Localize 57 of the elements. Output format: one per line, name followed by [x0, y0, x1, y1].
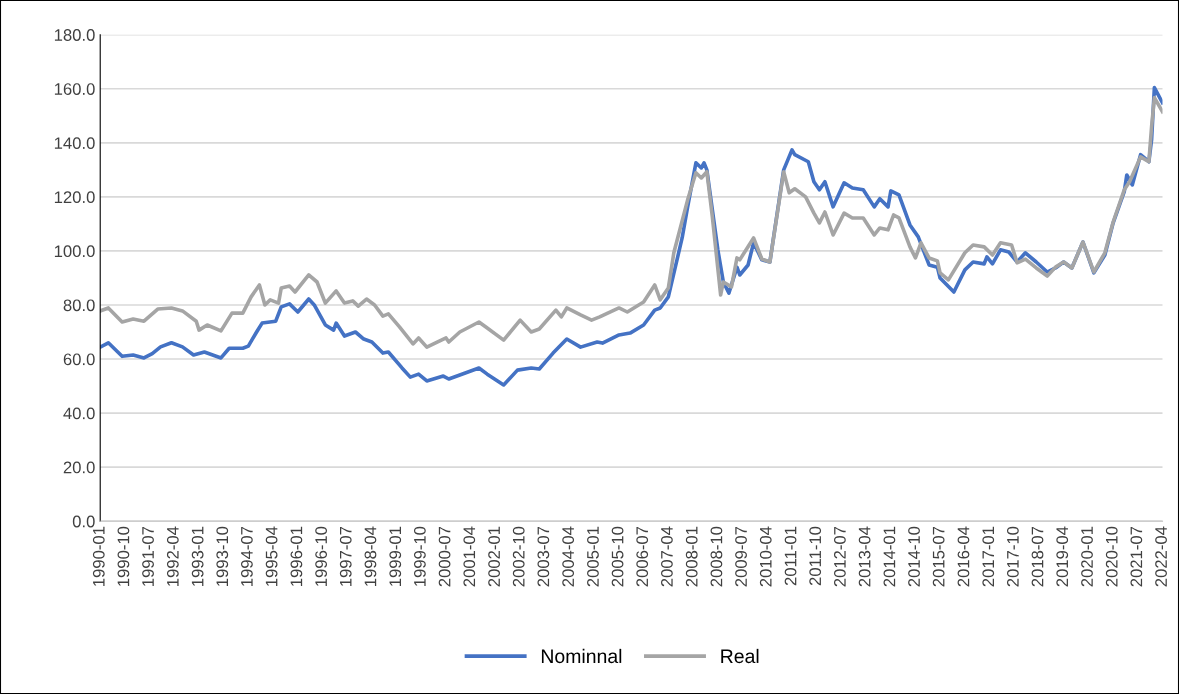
x-tick-label: 2022-04 [1155, 526, 1167, 587]
x-tick-label: 2020-10 [1105, 526, 1118, 587]
legend-label: Nominnal [541, 648, 622, 664]
x-tick-label: 2015-07 [932, 526, 945, 587]
y-tick-label: 80.0 [63, 299, 95, 312]
x-tick-label: 1996-01 [290, 526, 303, 586]
x-tick-label: 2016-04 [957, 526, 970, 587]
x-tick-label: 2001-04 [463, 526, 476, 587]
x-tick-label: 2004-04 [562, 526, 575, 587]
x-tick-label: 2005-10 [611, 526, 624, 587]
x-tick-label: 2009-07 [735, 526, 747, 587]
y-tick-label: 160.0 [54, 83, 95, 95]
x-tick-label: 1996-10 [315, 526, 328, 586]
x-tick-label: 2000-07 [438, 526, 451, 587]
x-tick-label: 2002-10 [512, 526, 525, 587]
x-tick-label: 2008-01 [685, 526, 698, 587]
line-series [100, 95, 1163, 349]
x-tick-label: 2007-04 [661, 526, 673, 587]
y-tick-label: 180.0 [54, 29, 95, 41]
x-tick-label: 2006-07 [636, 526, 649, 587]
y-tick-label: 120.0 [54, 191, 95, 204]
y-tick-label: 140.0 [54, 137, 95, 150]
x-tick-label: 2017-01 [982, 526, 995, 587]
x-tick-label: 2018-07 [1031, 526, 1044, 587]
y-tick-label: 0.0 [72, 515, 95, 528]
x-tick-label: 1994-07 [240, 526, 253, 586]
x-tick-label: 1991-07 [142, 526, 154, 586]
y-tick-label: 100.0 [54, 245, 95, 258]
x-tick-label: 2021-07 [1130, 526, 1143, 587]
x-tick-label: 2014-01 [883, 526, 896, 587]
x-tick-label: 1993-01 [191, 526, 204, 586]
x-tick-label: 1995-04 [265, 526, 278, 586]
x-tick-label: 2002-01 [488, 526, 500, 587]
x-tick-label: 2011-01 [784, 526, 797, 586]
x-tick-label: 1997-07 [339, 526, 352, 586]
x-tick-label: 2019-04 [1056, 526, 1069, 587]
x-tick-label: 1990-10 [117, 526, 130, 586]
x-tick-label: 2011-10 [809, 526, 822, 586]
x-tick-label: 2005-01 [587, 526, 599, 587]
x-tick-label: 2003-07 [537, 526, 550, 587]
x-tick-label: 2014-10 [908, 526, 920, 587]
x-tick-label: 2020-01 [1081, 526, 1093, 587]
y-tick-label: 60.0 [63, 353, 95, 366]
x-tick-label: 2012-07 [833, 526, 846, 587]
legend-label: Real [721, 648, 759, 664]
y-tick-label: 40.0 [63, 407, 95, 420]
x-tick-label: 1999-10 [413, 526, 426, 586]
x-tick-label: 1999-01 [389, 526, 402, 586]
y-tick-label: 20.0 [63, 461, 95, 474]
x-tick-label: 2010-04 [759, 526, 772, 587]
x-tick-label: 1990-01 [92, 526, 105, 586]
x-tick-label: 1993-10 [216, 526, 229, 586]
x-tick-label: 2013-04 [858, 526, 871, 587]
x-tick-label: 1992-04 [166, 526, 179, 586]
x-tick-label: 1998-04 [364, 526, 377, 586]
x-tick-label: 2017-10 [1006, 526, 1019, 587]
x-tick-label: 2008-10 [710, 526, 723, 587]
